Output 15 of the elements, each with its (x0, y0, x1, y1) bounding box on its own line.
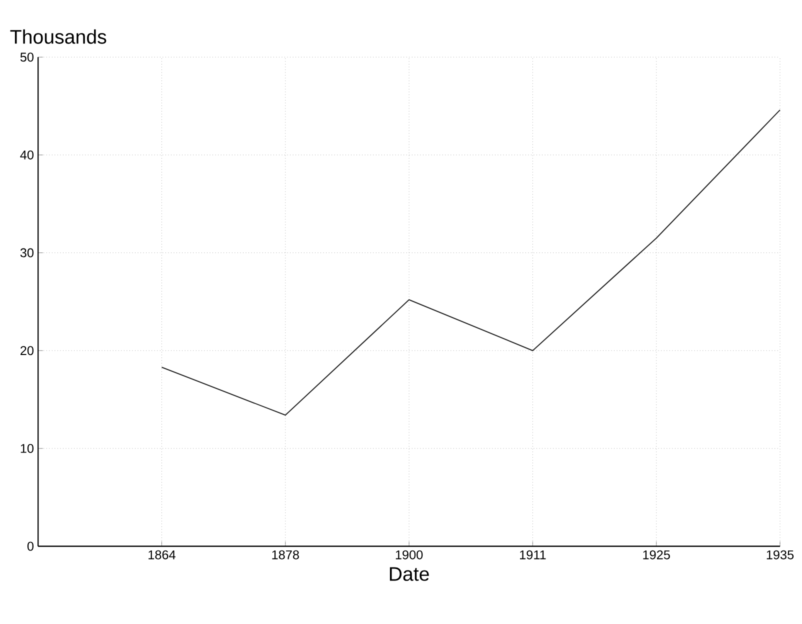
x-tick-label: 1900 (396, 550, 423, 560)
y-tick-label: 0 (27, 542, 34, 551)
y-tick-label: 20 (20, 346, 34, 355)
y-axis-title: Thousands (10, 29, 106, 44)
y-tick-label: 40 (20, 150, 34, 160)
x-tick-label: 1864 (148, 550, 176, 560)
line-series (161, 109, 781, 416)
x-tick-label: 1925 (643, 550, 670, 560)
y-tick-label: 50 (20, 52, 34, 62)
x-tick-label: 1935 (766, 550, 794, 560)
y-tick-label: 10 (20, 444, 34, 453)
y-tick-label: 30 (20, 248, 34, 258)
x-axis-title: Date (390, 567, 429, 581)
x-tick-label: 1911 (520, 550, 546, 560)
x-tick-label: 1878 (272, 550, 299, 560)
